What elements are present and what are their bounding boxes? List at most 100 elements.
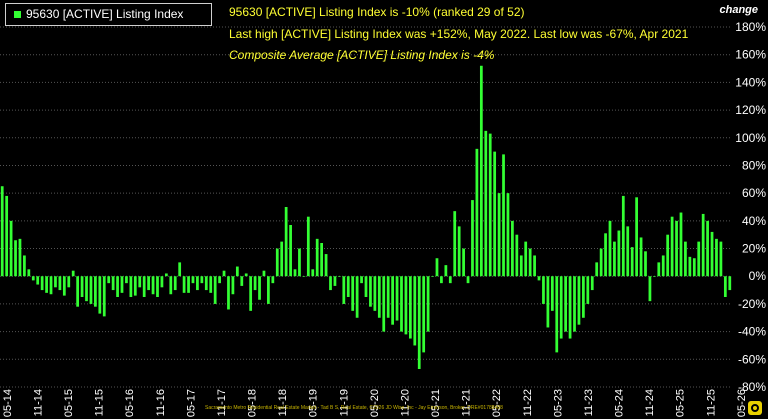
bar [400, 276, 403, 332]
bar [302, 276, 306, 277]
bar [604, 233, 607, 277]
bar [564, 276, 568, 332]
bar [679, 212, 683, 277]
bar [80, 276, 84, 297]
bar [23, 255, 26, 277]
bar [723, 276, 727, 297]
bar [453, 211, 457, 277]
bar [235, 266, 239, 277]
bar [728, 276, 732, 291]
bar [431, 276, 434, 277]
bar [479, 65, 483, 277]
bars [0, 65, 732, 369]
bar [675, 220, 678, 277]
info-line-current: 95630 [ACTIVE] Listing Index is -10% (ra… [229, 5, 525, 19]
bar [231, 276, 235, 295]
bar [54, 276, 57, 288]
bar [701, 213, 705, 277]
legend-swatch [14, 11, 21, 18]
x-tick-label: 05-23 [552, 389, 564, 417]
bar [164, 273, 168, 277]
bar [351, 276, 355, 311]
bar [413, 276, 417, 346]
bar [173, 276, 177, 291]
bar [692, 258, 696, 277]
x-tick-label: 11-15 [94, 389, 106, 416]
bar [586, 276, 590, 304]
bar [395, 276, 399, 321]
bar [107, 276, 111, 284]
bar [329, 276, 332, 291]
bar [462, 248, 465, 277]
bar [528, 248, 532, 277]
bar [382, 276, 386, 332]
bar [102, 276, 106, 317]
bar [320, 243, 324, 277]
bar [515, 234, 519, 277]
bar [9, 220, 13, 277]
bar [484, 130, 488, 277]
bar [426, 276, 430, 332]
y-tick-label: 140% [735, 75, 766, 89]
bar [151, 276, 155, 295]
bar [595, 262, 599, 277]
x-tick-label: 11-19 [338, 389, 350, 416]
bar [293, 269, 297, 277]
bar [213, 276, 217, 304]
bar [18, 238, 22, 277]
y-tick-label: 120% [735, 103, 766, 117]
bar [488, 133, 492, 277]
bar [475, 148, 479, 277]
bar [666, 234, 670, 277]
bar [613, 241, 616, 277]
bar [58, 276, 62, 291]
bar [315, 238, 319, 277]
bar [444, 265, 448, 277]
bar [688, 256, 692, 277]
bar [182, 276, 186, 293]
bar [555, 276, 559, 353]
bar [355, 276, 359, 318]
y-tick-label: -40% [738, 325, 766, 339]
bar [262, 270, 266, 277]
credit-text: Sacramento Metro Residential Real Estate… [205, 405, 503, 411]
x-tick-label: 05-24 [614, 389, 626, 417]
bar [440, 276, 443, 284]
bar [120, 276, 124, 293]
bar [204, 276, 208, 291]
bar [506, 193, 510, 277]
y-tick-label: 180% [735, 20, 766, 34]
bar [369, 276, 372, 307]
bar [258, 276, 261, 300]
bar [306, 216, 310, 277]
bar [342, 276, 346, 304]
bar [550, 276, 554, 311]
bar [280, 241, 284, 277]
x-tick-label: 11-16 [155, 389, 167, 416]
bar [36, 276, 40, 285]
bar [457, 226, 461, 277]
bar [670, 216, 674, 277]
bar [435, 258, 439, 277]
x-tick-label: 05-16 [124, 389, 136, 417]
y-tick-label: 20% [742, 242, 766, 256]
bar [324, 254, 328, 277]
info-line-high-low: Last high [ACTIVE] Listing Index was +15… [229, 27, 689, 41]
bar [200, 276, 204, 284]
bar [338, 276, 341, 277]
bar [697, 241, 701, 277]
x-tick-label: 11-18 [277, 389, 289, 416]
x-tick-label: 11-24 [644, 389, 656, 416]
legend: 95630 [ACTIVE] Listing Index [5, 3, 212, 26]
info-line-composite: Composite Average [ACTIVE] Listing Index… [229, 48, 495, 62]
x-tick-label: 05-22 [491, 389, 503, 417]
bar [706, 220, 709, 277]
bar [169, 276, 173, 295]
x-tick-label: 05-20 [369, 389, 381, 417]
bar [621, 195, 625, 277]
bar [196, 276, 199, 291]
bar [5, 195, 9, 277]
bar [373, 276, 377, 311]
y-tick-label: 60% [742, 186, 766, 200]
bar [85, 276, 88, 302]
